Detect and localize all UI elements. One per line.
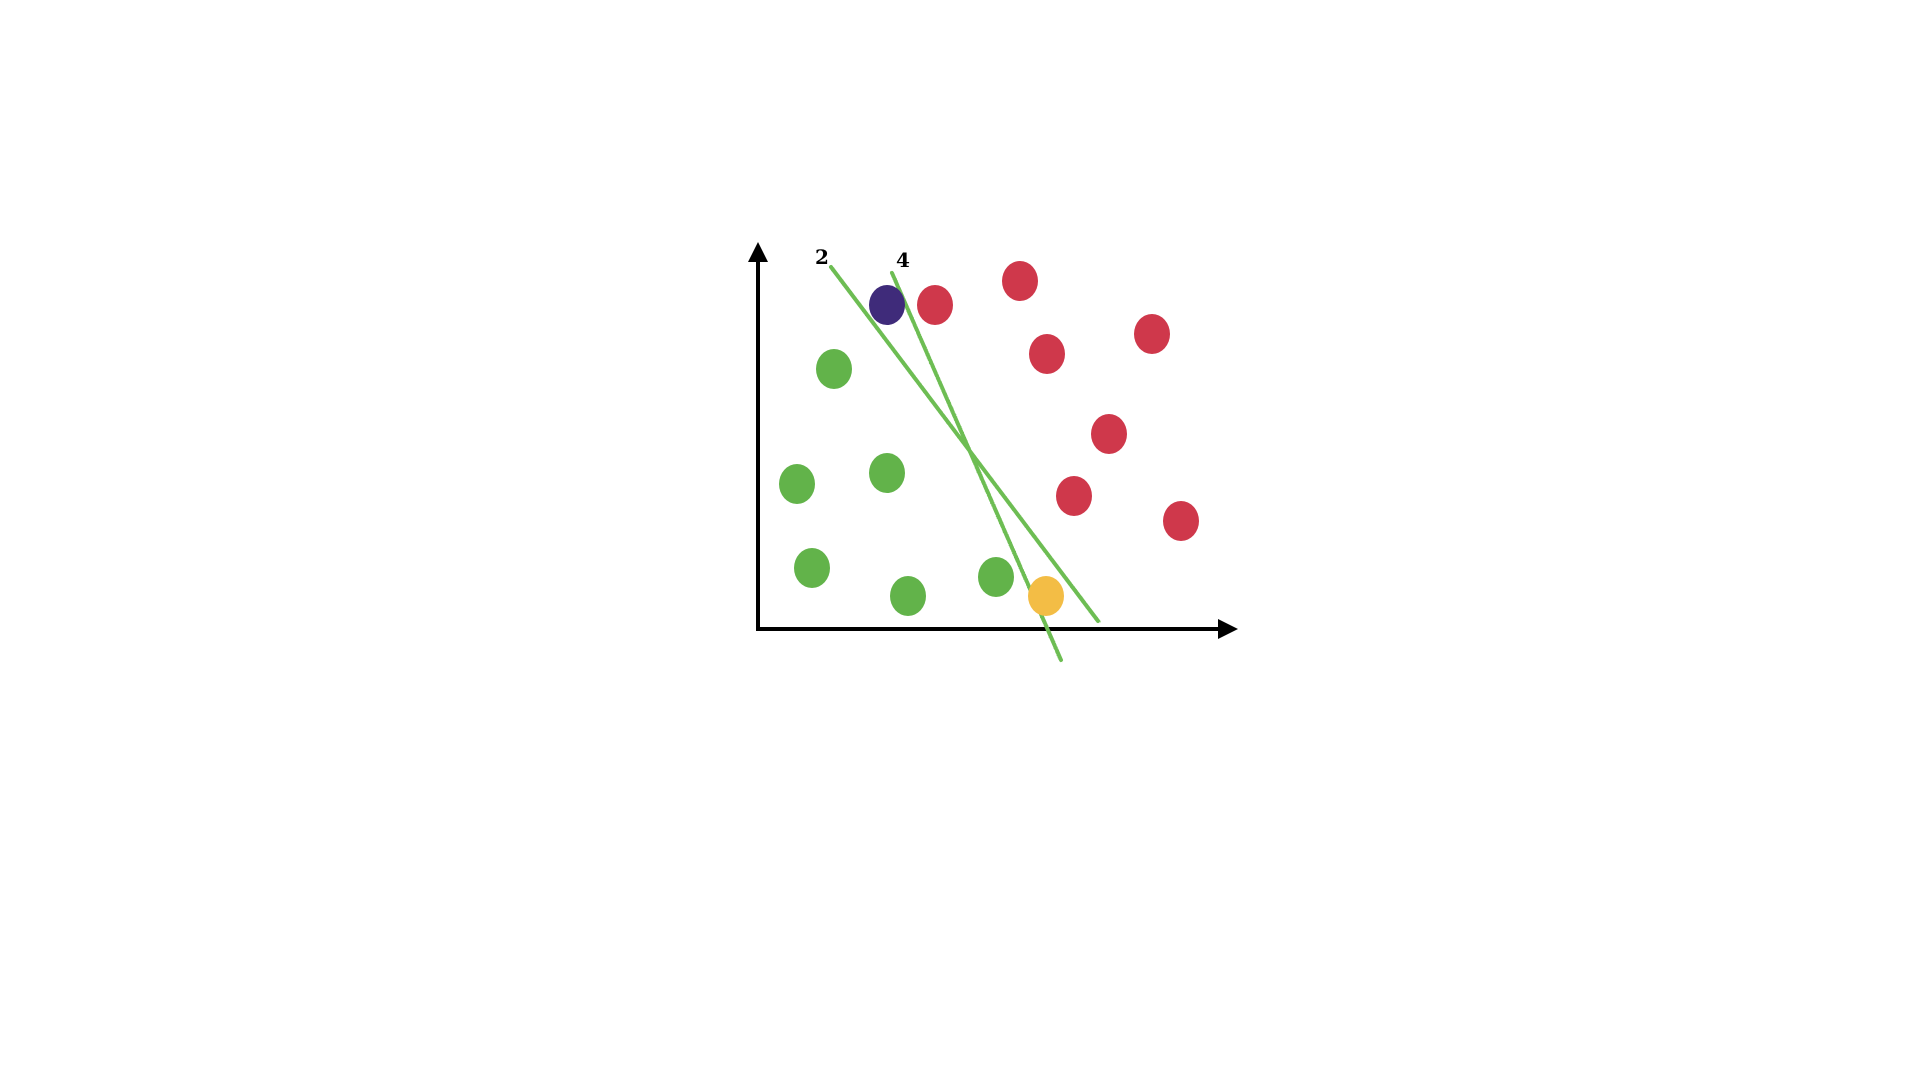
red-point: [1029, 334, 1065, 374]
data-points: [779, 261, 1199, 616]
green-point: [890, 576, 926, 616]
green-point: [978, 557, 1014, 597]
purple-point: [869, 285, 905, 325]
y-axis-arrow-icon: [748, 242, 768, 262]
red-point: [1134, 314, 1170, 354]
yellow-point: [1028, 576, 1064, 616]
green-point: [816, 349, 852, 389]
green-point: [794, 548, 830, 588]
x-axis-arrow-icon: [1218, 619, 1238, 639]
red-point: [1002, 261, 1038, 301]
green-point: [869, 453, 905, 493]
red-point: [917, 285, 953, 325]
green-point: [779, 464, 815, 504]
axes: [748, 242, 1238, 639]
boundary-line-2-label: 2: [815, 245, 829, 269]
red-point: [1056, 476, 1092, 516]
boundary-line-4-label: 4: [896, 248, 910, 272]
red-point: [1091, 414, 1127, 454]
red-point: [1163, 501, 1199, 541]
